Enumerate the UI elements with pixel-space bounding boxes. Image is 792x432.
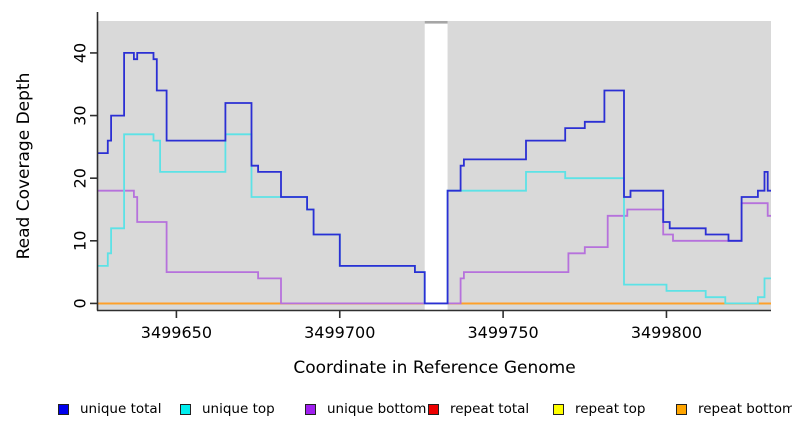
y-tick-label: 20 (71, 168, 90, 188)
y-tick-label: 0 (71, 298, 90, 308)
y-tick-label: 40 (71, 43, 90, 63)
x-tick-label: 3499650 (141, 323, 212, 342)
y-axis-title: Read Coverage Depth (14, 72, 34, 260)
x-tick-label: 3499750 (467, 323, 538, 342)
x-tick-label: 3499800 (631, 323, 702, 342)
gap-region (424, 21, 448, 310)
y-tick-label: 10 (71, 231, 90, 251)
gap-top-bar (424, 21, 448, 24)
series-line-unique-total (98, 52, 771, 305)
y-tick-label: 30 (71, 105, 90, 125)
x-tick-label: 3499700 (304, 323, 375, 342)
series-line-unique-bottom (98, 189, 771, 305)
x-axis-title: Coordinate in Reference Genome (293, 358, 576, 378)
